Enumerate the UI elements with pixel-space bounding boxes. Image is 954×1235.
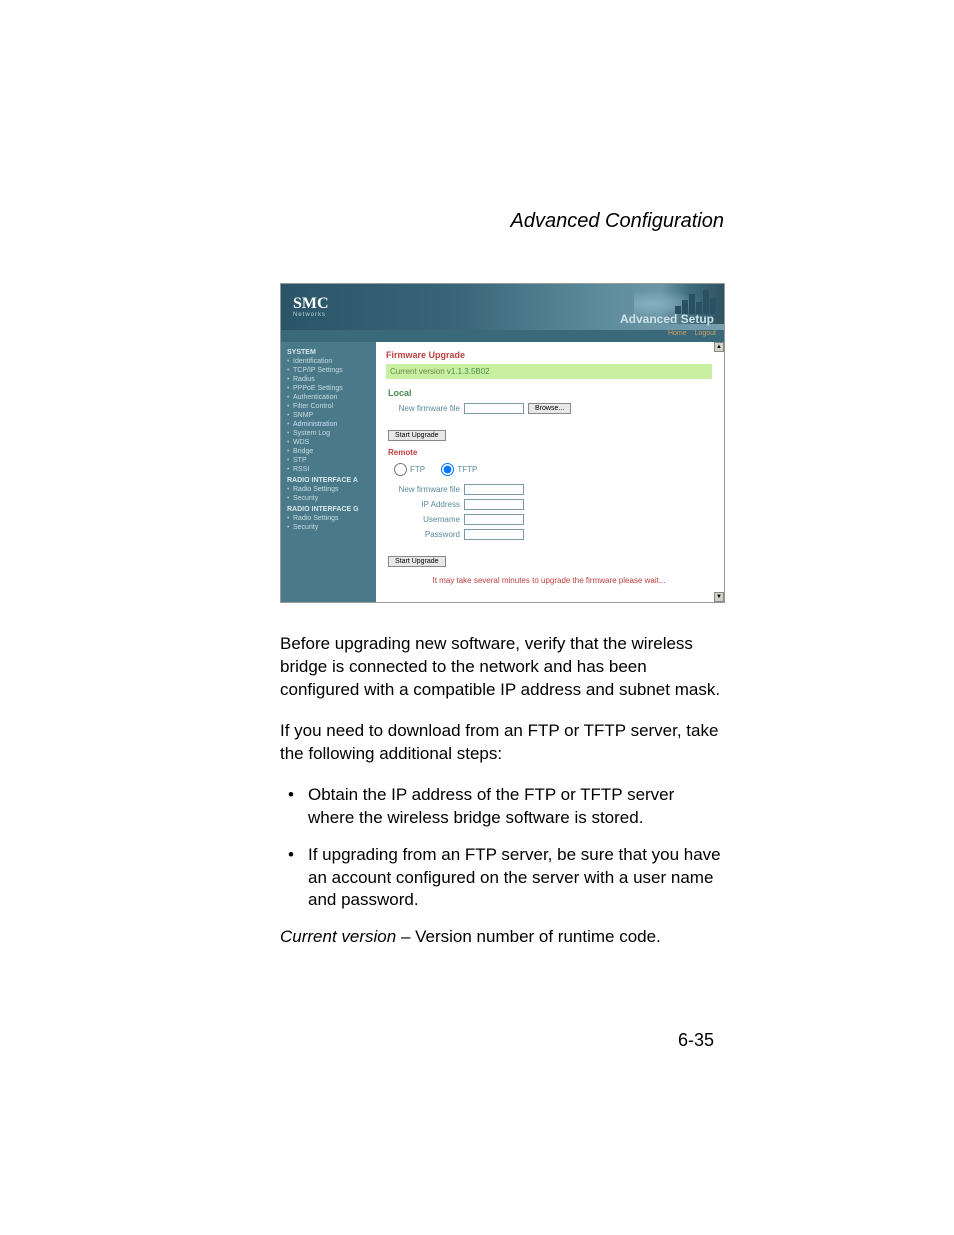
password-input[interactable] [464, 529, 524, 540]
protocol-radio-group: FTP TFTP [386, 461, 712, 482]
remote-section-title: Remote [386, 446, 712, 461]
tftp-radio[interactable] [441, 463, 454, 476]
scroll-down-icon[interactable]: ▼ [714, 592, 724, 602]
definition-rest: – Version number of runtime code. [396, 927, 661, 946]
start-upgrade-remote-button[interactable]: Start Upgrade [388, 556, 446, 567]
username-label: Username [388, 515, 460, 524]
browse-button[interactable]: Browse... [528, 403, 571, 414]
sidebar-item-wds[interactable]: WDS [287, 438, 372, 447]
current-version-row: Current version v1.1.3.5B02 [386, 364, 712, 379]
local-section-title: Local [386, 385, 712, 401]
topbar-logout-link[interactable]: Logout [695, 330, 716, 337]
sidebar-section-system: SYSTEM [287, 349, 372, 356]
sidebar-item-auth[interactable]: Authentication [287, 393, 372, 402]
sidebar-item-snmp[interactable]: SNMP [287, 411, 372, 420]
ip-address-input[interactable] [464, 499, 524, 510]
sidebar-item-administration[interactable]: Administration [287, 420, 372, 429]
brand-logo: SMC [293, 296, 329, 312]
topbar-home-link[interactable]: Home [668, 330, 687, 337]
sidebar-item-tcpip[interactable]: TCP/IP Settings [287, 366, 372, 375]
sidebar-item-stp[interactable]: STP [287, 456, 372, 465]
sidebar: SYSTEM Identification TCP/IP Settings Ra… [281, 342, 376, 602]
username-input[interactable] [464, 514, 524, 525]
ip-address-label: IP Address [388, 500, 460, 509]
start-upgrade-local-button[interactable]: Start Upgrade [388, 430, 446, 441]
page-header: Advanced Configuration [280, 210, 724, 233]
sidebar-item-radio-g-security[interactable]: Security [287, 523, 372, 532]
wait-message: It may take several minutes to upgrade t… [386, 572, 712, 591]
router-ui-screenshot: SMC Networks Advanced Setup Home Logout [280, 283, 725, 603]
ftp-radio[interactable] [394, 463, 407, 476]
ftp-radio-label[interactable]: FTP [394, 465, 425, 474]
bullet-1: Obtain the IP address of the FTP or TFTP… [280, 784, 724, 830]
definition-line: Current version – Version number of runt… [280, 926, 724, 949]
password-label: Password [388, 530, 460, 539]
content-title: Firmware Upgrade [386, 346, 712, 364]
sidebar-section-radio-g: RADIO INTERFACE G [287, 506, 372, 513]
sidebar-section-radio-a: RADIO INTERFACE A [287, 477, 372, 484]
sidebar-item-pppoe[interactable]: PPPoE Settings [287, 384, 372, 393]
sidebar-item-filter[interactable]: Filter Control [287, 402, 372, 411]
content-panel: ▲ Firmware Upgrade Current version v1.1.… [376, 342, 724, 602]
brand-logo-sub: Networks [293, 312, 329, 318]
sidebar-item-radio-a-security[interactable]: Security [287, 494, 372, 503]
tftp-radio-label[interactable]: TFTP [441, 465, 477, 474]
ui-banner: SMC Networks Advanced Setup [281, 284, 724, 330]
paragraph-1: Before upgrading new software, verify th… [280, 633, 724, 702]
document-body: Before upgrading new software, verify th… [280, 633, 724, 949]
current-version-label: Current version [390, 367, 445, 376]
page-number: 6-35 [678, 1030, 714, 1051]
topbar: Home Logout [281, 330, 724, 342]
sidebar-item-radio-a-settings[interactable]: Radio Settings [287, 485, 372, 494]
sidebar-item-rssi[interactable]: RSSI [287, 465, 372, 474]
remote-file-label: New firmware file [388, 485, 460, 494]
local-file-label: New firmware file [388, 404, 460, 413]
sidebar-item-bridge[interactable]: Bridge [287, 447, 372, 456]
local-file-input[interactable] [464, 403, 524, 414]
paragraph-2: If you need to download from an FTP or T… [280, 720, 724, 766]
remote-file-input[interactable] [464, 484, 524, 495]
sidebar-item-radio-g-settings[interactable]: Radio Settings [287, 514, 372, 523]
bullet-2: If upgrading from an FTP server, be sure… [280, 844, 724, 913]
definition-term: Current version [280, 927, 396, 946]
current-version-value: v1.1.3.5B02 [447, 367, 490, 376]
sidebar-item-radius[interactable]: Radius [287, 375, 372, 384]
sidebar-item-syslog[interactable]: System Log [287, 429, 372, 438]
scroll-up-icon[interactable]: ▲ [714, 342, 724, 352]
banner-title: Advanced Setup [620, 312, 714, 326]
sidebar-item-identification[interactable]: Identification [287, 357, 372, 366]
